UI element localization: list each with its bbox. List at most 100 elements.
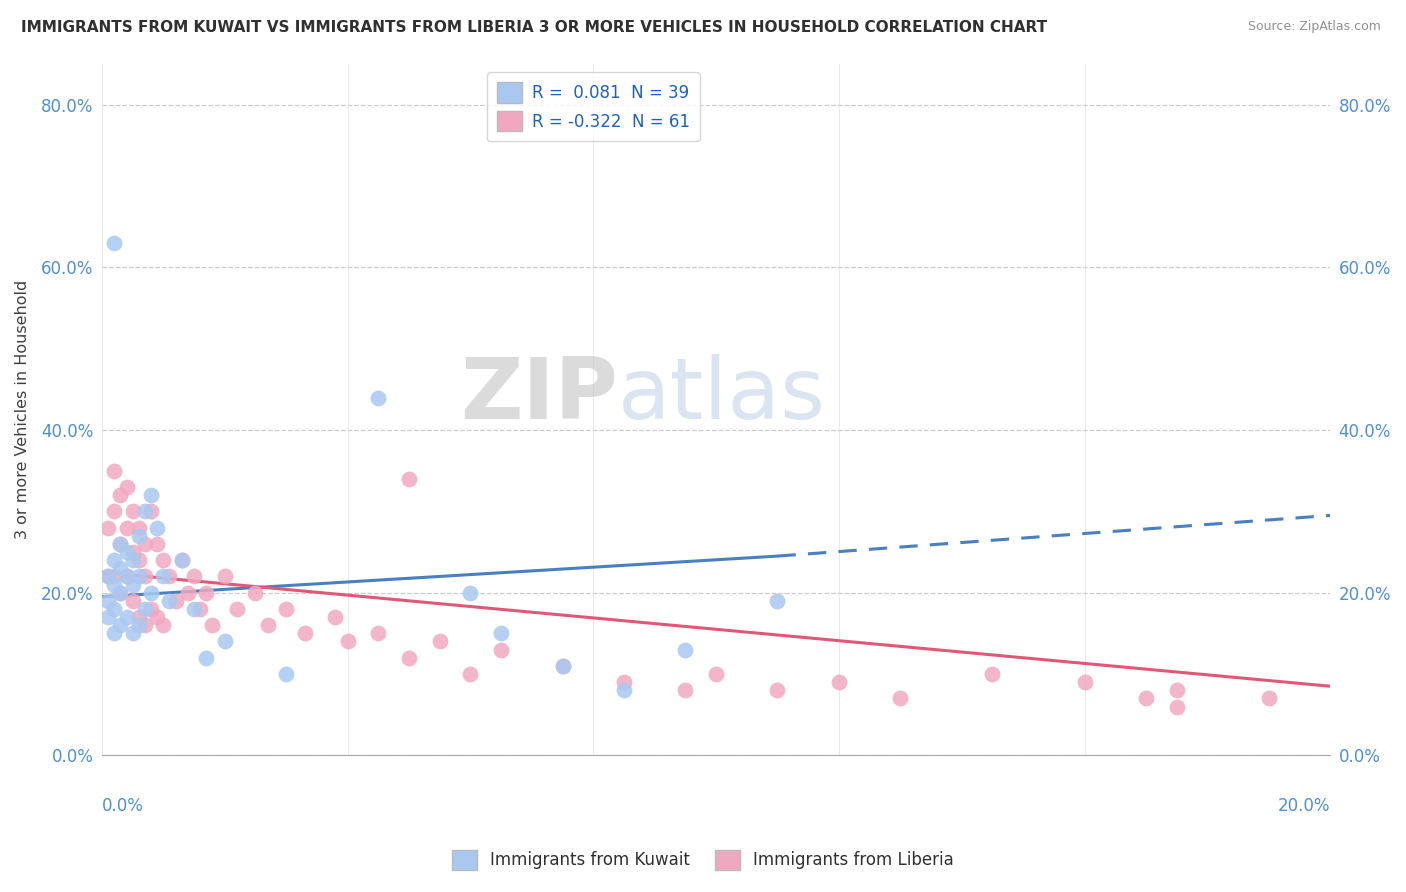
Point xyxy=(889,691,911,706)
Point xyxy=(139,488,162,502)
Point xyxy=(121,594,143,608)
Point xyxy=(367,391,389,405)
Point xyxy=(214,569,236,583)
Point xyxy=(460,585,482,599)
Point xyxy=(110,561,132,575)
Point xyxy=(188,602,211,616)
Point xyxy=(139,585,162,599)
Point xyxy=(766,594,789,608)
Point xyxy=(226,602,249,616)
Point xyxy=(398,650,420,665)
Point xyxy=(1166,699,1188,714)
Point xyxy=(103,464,125,478)
Point xyxy=(128,553,150,567)
Point xyxy=(146,610,169,624)
Point xyxy=(1257,691,1279,706)
Point xyxy=(121,504,143,518)
Point xyxy=(97,610,120,624)
Point xyxy=(170,553,193,567)
Point xyxy=(429,634,451,648)
Point xyxy=(121,553,143,567)
Point xyxy=(121,545,143,559)
Point xyxy=(256,618,278,632)
Text: atlas: atlas xyxy=(617,354,825,437)
Point xyxy=(214,634,236,648)
Point xyxy=(139,504,162,518)
Point xyxy=(110,537,132,551)
Point xyxy=(673,642,696,657)
Point xyxy=(195,585,218,599)
Point xyxy=(115,610,138,624)
Point xyxy=(183,569,205,583)
Text: 0.0%: 0.0% xyxy=(103,797,143,814)
Point xyxy=(128,618,150,632)
Point xyxy=(103,626,125,640)
Point xyxy=(613,683,636,698)
Point xyxy=(323,610,346,624)
Point xyxy=(97,569,120,583)
Point xyxy=(110,488,132,502)
Point xyxy=(128,610,150,624)
Point xyxy=(1135,691,1157,706)
Text: IMMIGRANTS FROM KUWAIT VS IMMIGRANTS FROM LIBERIA 3 OR MORE VEHICLES IN HOUSEHOL: IMMIGRANTS FROM KUWAIT VS IMMIGRANTS FRO… xyxy=(21,20,1047,35)
Point xyxy=(134,537,156,551)
Point xyxy=(981,667,1004,681)
Point xyxy=(183,602,205,616)
Point xyxy=(146,537,169,551)
Point xyxy=(152,569,174,583)
Point xyxy=(121,626,143,640)
Point xyxy=(97,569,120,583)
Point xyxy=(551,659,574,673)
Point xyxy=(673,683,696,698)
Point xyxy=(103,553,125,567)
Point xyxy=(110,618,132,632)
Point xyxy=(103,504,125,518)
Point xyxy=(294,626,316,640)
Point xyxy=(766,683,789,698)
Point xyxy=(128,529,150,543)
Point xyxy=(245,585,267,599)
Point xyxy=(152,553,174,567)
Point xyxy=(103,577,125,591)
Point xyxy=(128,569,150,583)
Text: ZIP: ZIP xyxy=(460,354,617,437)
Point xyxy=(103,235,125,250)
Point xyxy=(115,569,138,583)
Point xyxy=(276,667,298,681)
Y-axis label: 3 or more Vehicles in Household: 3 or more Vehicles in Household xyxy=(15,280,30,540)
Point xyxy=(103,569,125,583)
Point xyxy=(613,675,636,690)
Point xyxy=(110,585,132,599)
Point xyxy=(97,521,120,535)
Point xyxy=(134,602,156,616)
Point xyxy=(276,602,298,616)
Legend: Immigrants from Kuwait, Immigrants from Liberia: Immigrants from Kuwait, Immigrants from … xyxy=(446,843,960,877)
Legend: R =  0.081  N = 39, R = -0.322  N = 61: R = 0.081 N = 39, R = -0.322 N = 61 xyxy=(486,72,700,142)
Point xyxy=(110,585,132,599)
Point xyxy=(170,553,193,567)
Point xyxy=(177,585,200,599)
Point xyxy=(398,472,420,486)
Point xyxy=(195,650,218,665)
Point xyxy=(97,594,120,608)
Point xyxy=(704,667,727,681)
Point xyxy=(1166,683,1188,698)
Text: 20.0%: 20.0% xyxy=(1278,797,1330,814)
Point xyxy=(121,577,143,591)
Point xyxy=(165,594,187,608)
Point xyxy=(110,537,132,551)
Point xyxy=(103,602,125,616)
Point xyxy=(489,626,512,640)
Point xyxy=(152,618,174,632)
Point xyxy=(336,634,359,648)
Point xyxy=(551,659,574,673)
Point xyxy=(115,521,138,535)
Point xyxy=(159,569,181,583)
Point xyxy=(134,504,156,518)
Point xyxy=(115,480,138,494)
Point xyxy=(489,642,512,657)
Point xyxy=(134,569,156,583)
Point xyxy=(139,602,162,616)
Point xyxy=(115,545,138,559)
Point xyxy=(128,521,150,535)
